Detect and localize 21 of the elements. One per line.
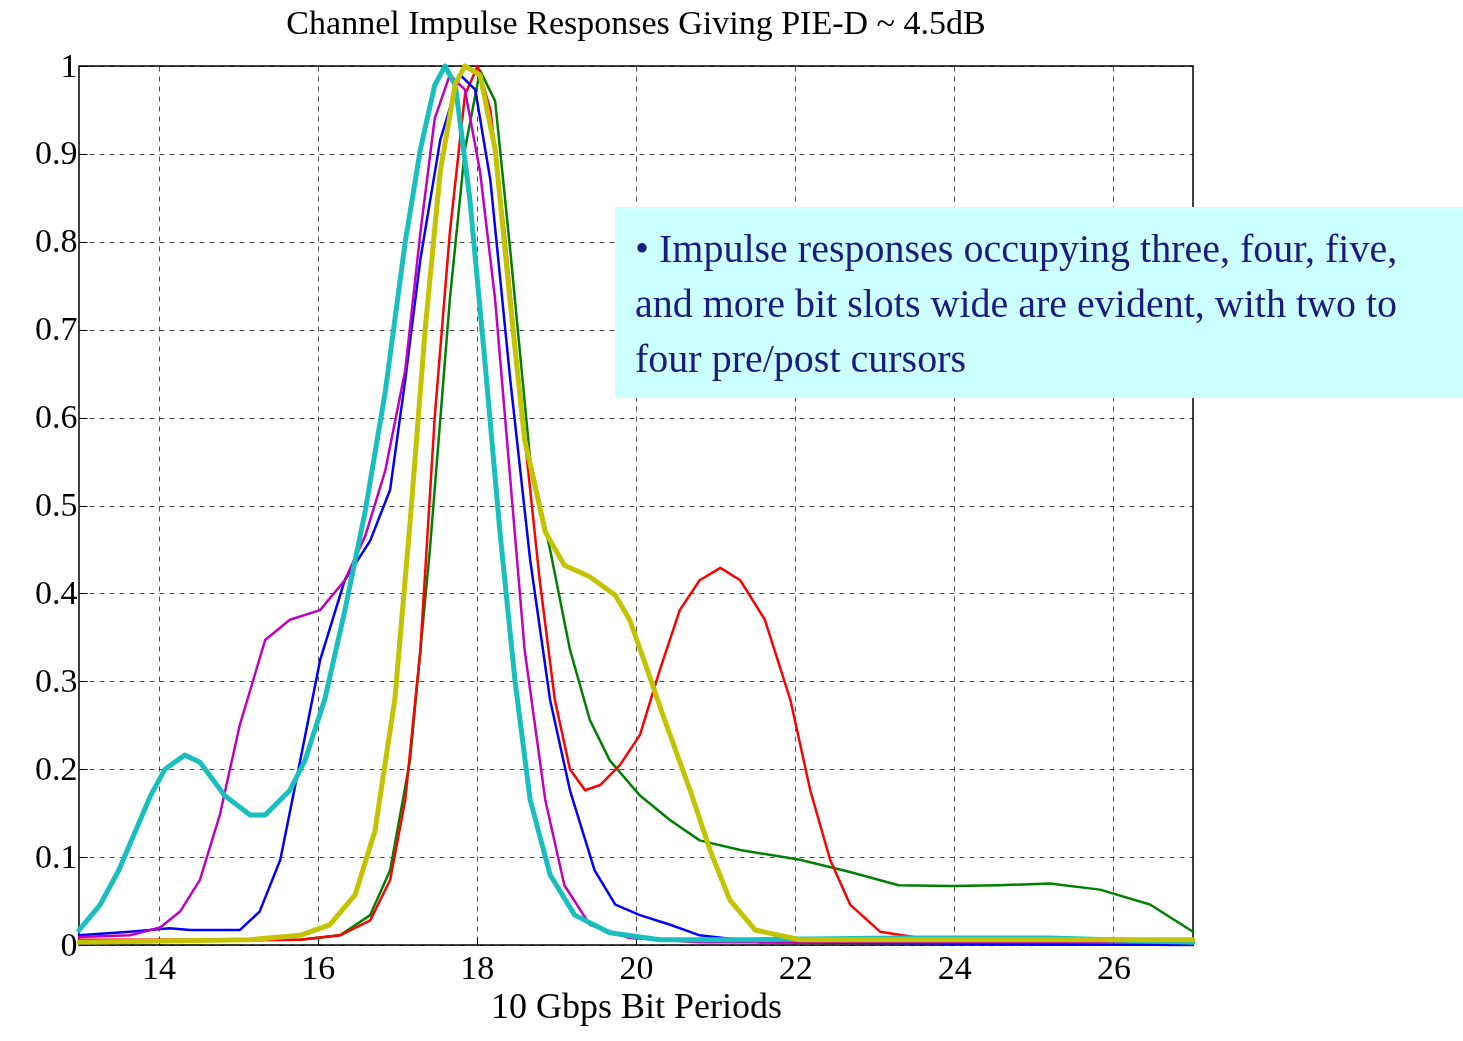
y-tick-label: 0.7: [35, 310, 78, 348]
y-tick-label: 0.9: [35, 134, 78, 172]
y-tick-label: 0.4: [35, 573, 78, 611]
y-tick-label: 1: [60, 46, 78, 84]
x-tick-label: 26: [1096, 948, 1131, 986]
y-tick-label: 0.6: [35, 398, 78, 436]
x-tick-label: 24: [937, 948, 972, 986]
y-tick-label: 0.5: [35, 486, 78, 523]
y-tick-label: 0.8: [35, 222, 78, 260]
annotation: • Impulse responses occupying three, four, five, and more bit slots wide are evident, with two to four pre/post cursors: [615, 207, 1463, 398]
x-tick-label: 20: [619, 948, 654, 986]
y-tick-label: 0: [60, 925, 78, 963]
x-tick-label: 18: [460, 948, 495, 986]
chart-title: Channel Impulse Responses Giving PIE-D ~ 4.5dB: [286, 4, 986, 41]
y-tick-label: 0.3: [35, 661, 78, 699]
y-tick-label: 0.2: [35, 749, 78, 787]
x-axis-title: 10 Gbps Bit Periods: [490, 985, 783, 1026]
x-tick-label: 14: [142, 948, 177, 986]
x-tick-label: 16: [301, 948, 336, 986]
x-tick-label: 22: [778, 948, 813, 986]
y-tick-label: 0.1: [35, 837, 78, 875]
